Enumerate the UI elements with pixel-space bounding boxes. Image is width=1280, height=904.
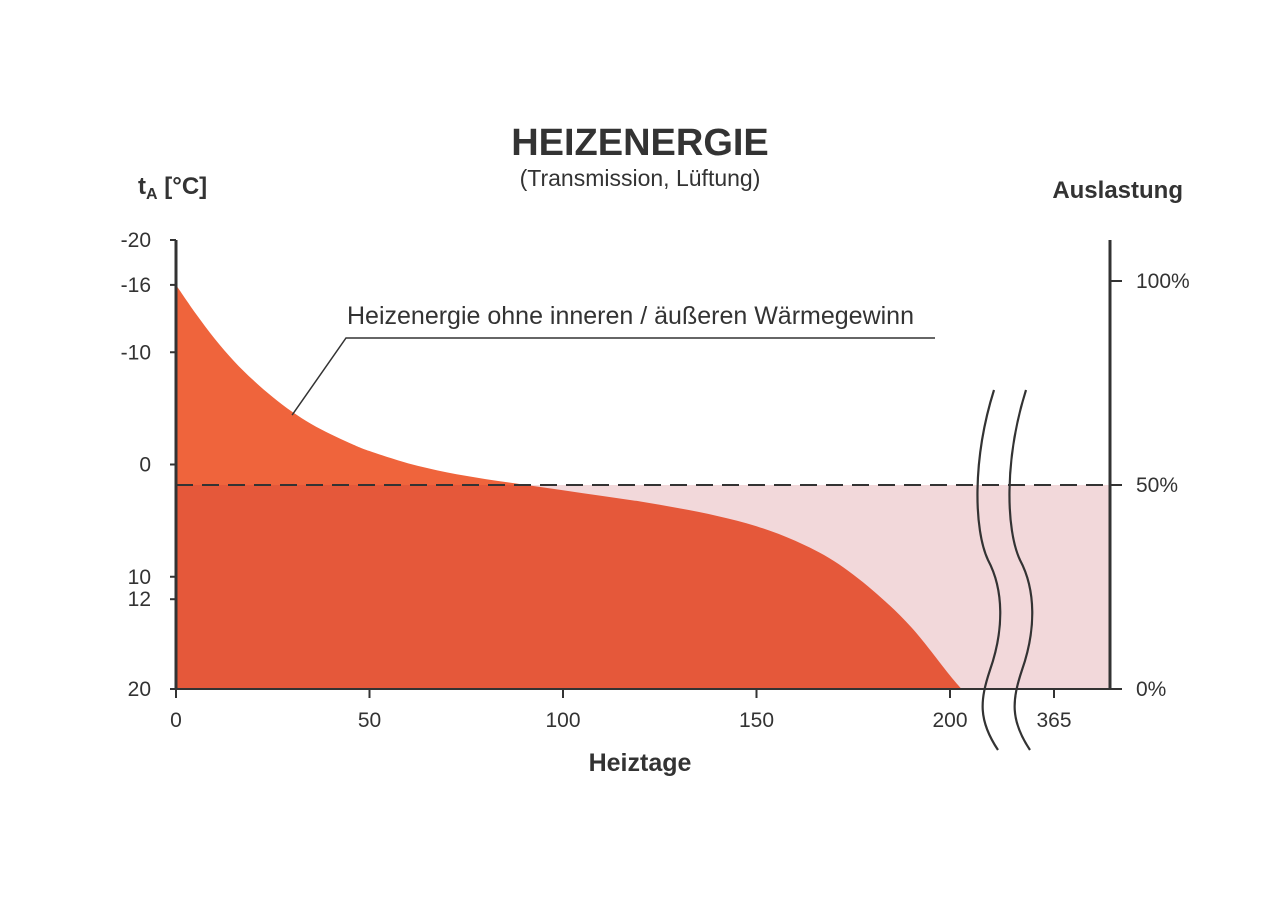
right-axis-label: Auslastung: [1052, 177, 1183, 204]
x-tick-label: 200: [932, 709, 967, 732]
axis-break-mark-1: [976, 389, 1002, 751]
x-tick-label: 50: [358, 709, 381, 732]
axis-break-mark-2: [1008, 389, 1034, 751]
left-tick-label: -10: [121, 341, 151, 364]
chart-title: HEIZENERGIE: [511, 122, 769, 164]
x-tick-label: 100: [545, 709, 580, 732]
left-tick-label: 0: [139, 454, 151, 477]
axis-break-marks: [976, 389, 1034, 751]
chart-subtitle: (Transmission, Lüftung): [520, 165, 761, 191]
left-axis-label-main: t: [138, 173, 146, 200]
annotation-leader-line: [291, 337, 935, 416]
left-tick-label: -16: [121, 274, 151, 297]
left-axis-label-unit: [°C]: [158, 173, 208, 200]
x-tick-label: 150: [739, 709, 774, 732]
right-tick-label: 50%: [1136, 474, 1178, 497]
right-axis-ticks: 100% 50% 0%: [1110, 270, 1190, 701]
x-axis-ticks: 0 50 100 150 200 365: [170, 689, 1072, 732]
heating-energy-area-above-threshold: [176, 284, 527, 485]
right-tick-label: 0%: [1136, 678, 1166, 701]
left-tick-label: 20: [128, 678, 151, 701]
x-axis-label: Heiztage: [589, 749, 692, 777]
left-axis-label-subscript: A: [146, 186, 158, 203]
heating-energy-area-below-threshold: [176, 485, 962, 689]
left-tick-label: 10: [128, 566, 151, 589]
left-tick-label: 12: [128, 588, 151, 611]
curve-annotation: Heizenergie ohne inneren / äußeren Wärme…: [347, 302, 914, 330]
left-axis-label: tA [°C]: [138, 173, 207, 203]
right-tick-label: 100%: [1136, 270, 1190, 293]
x-tick-label: 365: [1036, 709, 1071, 732]
x-tick-label: 0: [170, 709, 182, 732]
left-tick-label: -20: [121, 229, 151, 252]
